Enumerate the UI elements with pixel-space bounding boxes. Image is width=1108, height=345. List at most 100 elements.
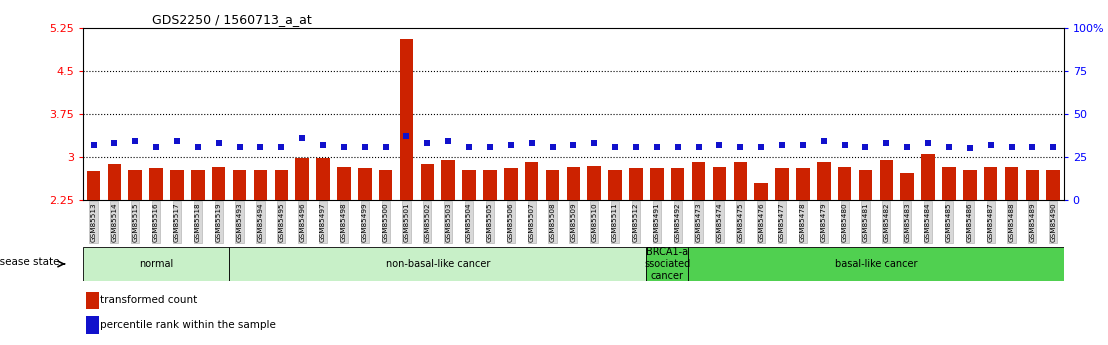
Text: GSM85483: GSM85483 — [904, 203, 910, 242]
Text: GSM85477: GSM85477 — [779, 203, 786, 242]
Bar — [880, 160, 893, 200]
Bar — [712, 167, 726, 200]
Point — [689, 144, 707, 149]
Point — [335, 144, 352, 149]
Text: non-basal-like cancer: non-basal-like cancer — [386, 259, 490, 269]
Bar — [483, 170, 496, 200]
Bar — [963, 170, 976, 200]
Bar — [901, 173, 914, 200]
Text: GSM85498: GSM85498 — [341, 203, 347, 242]
Bar — [546, 170, 560, 200]
Text: GSM85492: GSM85492 — [675, 203, 680, 242]
Bar — [942, 167, 956, 200]
Text: BRCA1-a
ssociated
cancer: BRCA1-a ssociated cancer — [644, 247, 690, 280]
Point — [835, 142, 853, 148]
Bar — [83, 247, 229, 281]
Bar — [316, 158, 330, 200]
Bar — [212, 167, 226, 200]
Text: GSM85519: GSM85519 — [216, 203, 222, 242]
Text: GSM85507: GSM85507 — [529, 203, 535, 242]
Point — [440, 139, 458, 144]
Point — [940, 144, 957, 149]
Point — [189, 144, 207, 149]
Text: GSM85506: GSM85506 — [507, 203, 514, 242]
Text: GSM85504: GSM85504 — [466, 203, 472, 242]
Point — [878, 140, 895, 146]
Text: basal-like cancer: basal-like cancer — [834, 259, 917, 269]
Point — [1003, 144, 1020, 149]
Bar — [86, 171, 101, 200]
Text: GSM85476: GSM85476 — [758, 203, 765, 242]
Bar — [608, 170, 622, 200]
Point — [1045, 144, 1063, 149]
Bar — [671, 168, 685, 200]
Bar — [421, 164, 434, 200]
Text: GSM85475: GSM85475 — [737, 203, 743, 242]
Point — [627, 144, 645, 149]
Bar — [921, 154, 935, 200]
Bar — [817, 161, 831, 200]
Point — [1024, 144, 1042, 149]
Text: GSM85487: GSM85487 — [987, 203, 994, 242]
Point — [585, 140, 603, 146]
Bar — [629, 168, 643, 200]
Point — [773, 142, 791, 148]
Text: transformed count: transformed count — [100, 295, 197, 305]
Bar — [688, 247, 1064, 281]
Text: GSM85482: GSM85482 — [883, 203, 890, 242]
Point — [899, 144, 916, 149]
Point — [230, 144, 248, 149]
Point — [273, 144, 290, 149]
Bar — [254, 170, 267, 200]
Text: GSM85491: GSM85491 — [654, 203, 660, 242]
Text: normal: normal — [138, 259, 173, 269]
Text: GSM85493: GSM85493 — [237, 203, 243, 242]
Text: GSM85499: GSM85499 — [361, 203, 368, 242]
Point — [356, 144, 373, 149]
Text: GSM85484: GSM85484 — [925, 203, 931, 242]
Bar — [797, 168, 810, 200]
Text: GSM85511: GSM85511 — [612, 203, 618, 242]
Text: GSM85497: GSM85497 — [320, 203, 326, 242]
Text: GSM85512: GSM85512 — [633, 203, 639, 242]
Text: GSM85495: GSM85495 — [278, 203, 285, 242]
Point — [523, 140, 541, 146]
Point — [126, 139, 144, 144]
Bar — [733, 161, 747, 200]
Bar — [859, 170, 872, 200]
Bar — [150, 168, 163, 200]
Bar — [1046, 170, 1060, 200]
Text: GSM85500: GSM85500 — [382, 203, 389, 242]
Bar — [229, 247, 646, 281]
Bar — [646, 247, 688, 281]
Text: GSM85474: GSM85474 — [717, 203, 722, 242]
Point — [294, 135, 311, 141]
Text: GSM85496: GSM85496 — [299, 203, 305, 242]
Bar — [107, 164, 121, 200]
Bar — [1026, 170, 1039, 200]
Point — [920, 140, 937, 146]
Text: GSM85503: GSM85503 — [445, 203, 451, 242]
Text: percentile rank within the sample: percentile rank within the sample — [100, 320, 276, 330]
Bar — [171, 170, 184, 200]
Point — [814, 139, 832, 144]
Text: GSM85518: GSM85518 — [195, 203, 201, 242]
Bar — [838, 167, 851, 200]
Bar — [129, 170, 142, 200]
Text: GSM85514: GSM85514 — [112, 203, 117, 242]
Text: GSM85478: GSM85478 — [800, 203, 806, 242]
Point — [398, 134, 416, 139]
Text: GSM85490: GSM85490 — [1050, 203, 1056, 242]
Bar — [462, 170, 475, 200]
Bar — [587, 166, 601, 200]
Point — [565, 142, 583, 148]
Point — [648, 144, 666, 149]
Text: GSM85488: GSM85488 — [1008, 203, 1015, 242]
Bar — [504, 168, 517, 200]
Point — [752, 144, 770, 149]
Text: GSM85515: GSM85515 — [132, 203, 138, 242]
Text: GSM85494: GSM85494 — [257, 203, 264, 242]
Point — [252, 144, 269, 149]
Point — [856, 144, 874, 149]
Bar — [1005, 167, 1018, 200]
